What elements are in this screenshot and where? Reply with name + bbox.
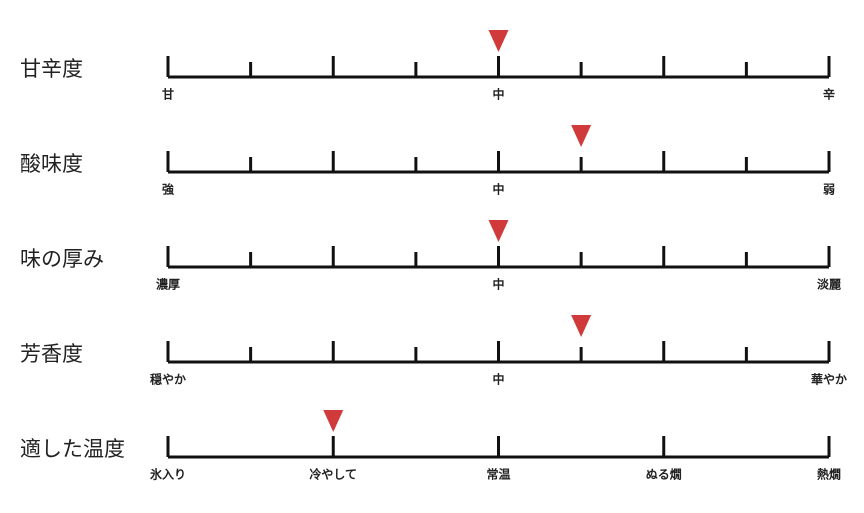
- scale-label: 強: [162, 182, 174, 197]
- scale-label: 甘: [162, 87, 174, 102]
- scale-label: ぬる燗: [646, 467, 682, 482]
- scale-label: 氷入り: [149, 467, 186, 482]
- marker: [323, 410, 344, 432]
- scale-label: 中: [492, 372, 504, 387]
- marker: [488, 220, 509, 242]
- row-title: 酸味度: [20, 152, 83, 176]
- row-title: 芳香度: [20, 342, 83, 366]
- scale-label: 淡麗: [817, 278, 841, 292]
- scale-label: 濃厚: [156, 277, 180, 292]
- scale-label: 辛: [823, 87, 835, 102]
- scale-label: 中: [492, 277, 504, 292]
- scale-label: 常温: [486, 467, 510, 482]
- scale-label: 熱燗: [817, 467, 841, 482]
- marker: [571, 125, 592, 147]
- marker: [488, 30, 509, 52]
- row-title: 適した温度: [20, 437, 125, 461]
- row-title: 味の厚み: [20, 247, 104, 271]
- scale-label: 弱: [823, 182, 835, 197]
- scale-label: 中: [492, 87, 504, 102]
- scale-label: 冷やして: [309, 467, 357, 482]
- scale-label: 穏やか: [150, 372, 186, 387]
- row-title: 甘辛度: [20, 57, 83, 81]
- scale-label: 中: [492, 182, 504, 197]
- marker: [571, 315, 592, 337]
- scale-label: 華やか: [811, 372, 847, 387]
